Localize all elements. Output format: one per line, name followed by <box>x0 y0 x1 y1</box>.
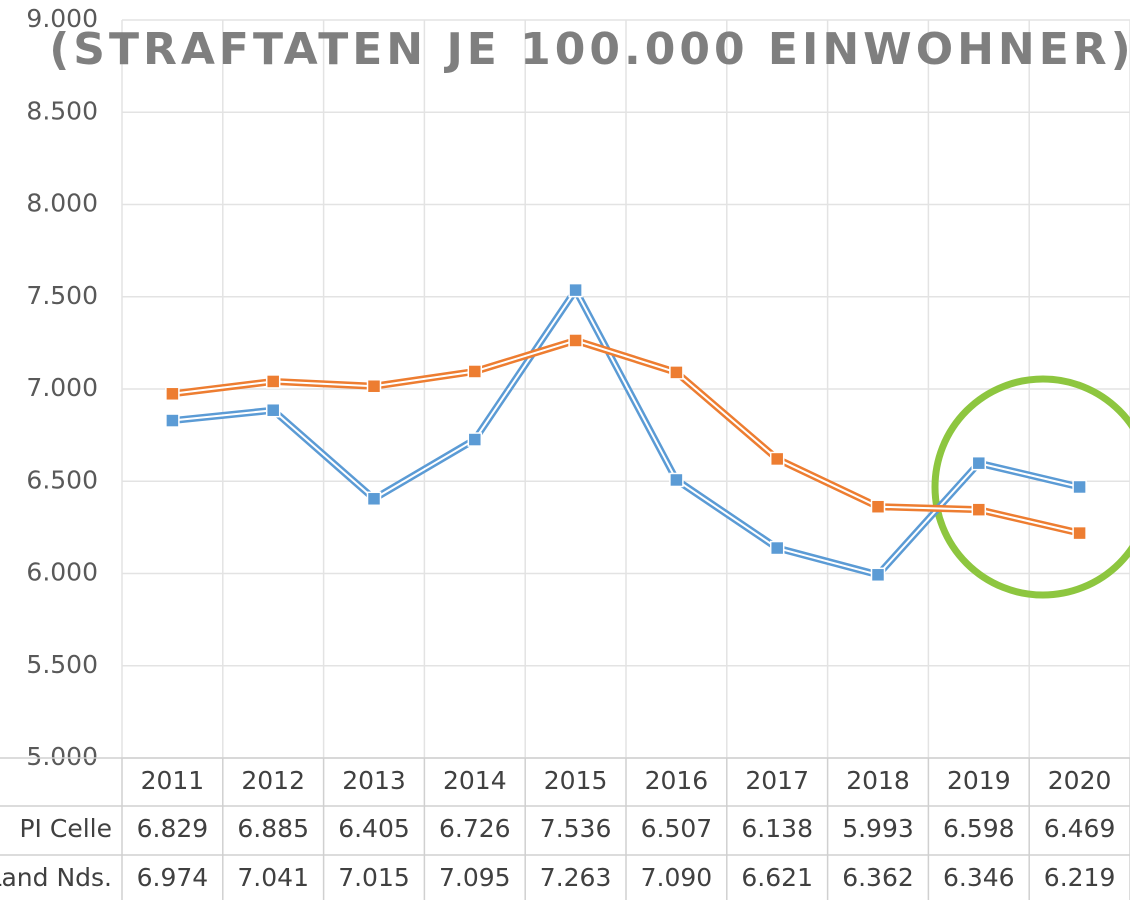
data-table-value: 6.621 <box>741 863 813 892</box>
series-name: PI Celle <box>19 814 112 843</box>
marker <box>366 378 382 394</box>
x-tick-label: 2013 <box>342 766 406 795</box>
x-tick-label: 2020 <box>1048 766 1112 795</box>
marker <box>870 499 886 514</box>
data-table-value: 7.095 <box>439 863 511 892</box>
series-line-inner <box>172 289 1080 576</box>
marker <box>870 567 886 583</box>
data-table-value: 6.469 <box>1044 814 1116 843</box>
data-table-value: 5.993 <box>842 814 914 843</box>
series-name: Land Nds. <box>0 863 112 892</box>
marker <box>165 386 180 402</box>
data-table-value: 7.536 <box>540 814 612 843</box>
x-tick-label: 2018 <box>846 766 910 795</box>
data-table-value: 7.015 <box>338 863 410 892</box>
series-line-inner <box>172 339 1080 535</box>
y-tick-label: 5.000 <box>26 742 98 771</box>
y-tick-label: 8.000 <box>26 189 98 218</box>
data-table-value: 6.885 <box>237 814 309 843</box>
data-table-value: 6.829 <box>137 814 209 843</box>
data-table-value: 6.598 <box>943 814 1015 843</box>
data-table-value: 6.138 <box>741 814 813 843</box>
marker <box>669 365 684 380</box>
marker <box>971 502 987 517</box>
marker <box>1072 479 1087 495</box>
x-tick-label: 2016 <box>645 766 709 795</box>
data-table-value: 6.346 <box>943 863 1015 892</box>
y-tick-label: 5.500 <box>26 650 98 679</box>
y-tick-label: 7.500 <box>26 281 98 310</box>
data-table-value: 6.405 <box>338 814 410 843</box>
marker <box>769 540 785 556</box>
y-tick-label: 6.500 <box>26 465 98 494</box>
marker <box>366 491 382 507</box>
marker <box>467 432 483 447</box>
y-tick-label: 8.500 <box>26 96 98 125</box>
x-tick-label: 2015 <box>544 766 608 795</box>
x-tick-label: 2017 <box>745 766 809 795</box>
data-table-value: 6.974 <box>137 863 209 892</box>
marker <box>467 364 483 379</box>
data-table-value: 7.263 <box>540 863 612 892</box>
x-tick-label: 2011 <box>141 766 205 795</box>
x-tick-label: 2019 <box>947 766 1011 795</box>
y-tick-label: 7.000 <box>26 373 98 402</box>
data-table-value: 7.041 <box>237 863 309 892</box>
marker <box>971 455 987 471</box>
marker <box>568 333 583 348</box>
marker <box>165 413 180 428</box>
marker <box>265 402 281 418</box>
data-table-value: 6.219 <box>1044 863 1116 892</box>
highlight-circle <box>931 375 1130 599</box>
x-tick-label: 2012 <box>241 766 305 795</box>
chart-title: (STRAFTATEN JE 100.000 EINWOHNER) <box>49 24 1130 75</box>
y-tick-label: 6.000 <box>26 558 98 587</box>
data-table-value: 6.362 <box>842 863 914 892</box>
marker <box>769 451 785 467</box>
marker <box>568 282 583 298</box>
y-tick-label: 9.000 <box>26 4 98 33</box>
x-tick-label: 2014 <box>443 766 507 795</box>
marker <box>669 472 684 488</box>
data-table-value: 6.507 <box>641 814 713 843</box>
data-table-value: 6.726 <box>439 814 511 843</box>
marker <box>265 374 281 389</box>
marker <box>1072 525 1087 541</box>
data-table-value: 7.090 <box>641 863 713 892</box>
